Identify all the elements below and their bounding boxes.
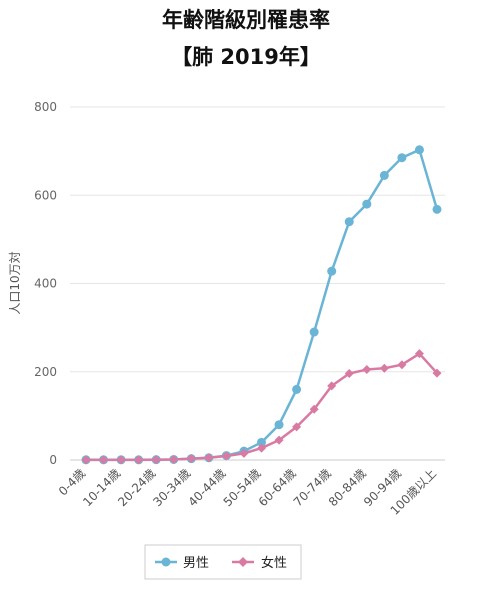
y-axis-label: 人口10万対 bbox=[8, 251, 22, 314]
y-axis-tick-labels: 0 200 400 600 800 bbox=[34, 100, 57, 467]
data-point[interactable] bbox=[344, 217, 354, 227]
y-tick-label: 600 bbox=[34, 188, 57, 202]
data-point[interactable] bbox=[432, 368, 442, 378]
x-tick-label: 60-64歳 bbox=[256, 466, 299, 509]
data-point[interactable] bbox=[239, 448, 249, 458]
x-tick-label: 40-44歳 bbox=[185, 466, 228, 509]
legend-male-label: 男性 bbox=[183, 556, 209, 571]
gridlines bbox=[70, 106, 445, 461]
data-point[interactable] bbox=[379, 363, 389, 373]
data-point[interactable] bbox=[151, 455, 161, 465]
series-1 bbox=[81, 349, 442, 465]
data-point[interactable] bbox=[257, 437, 266, 447]
legend-female-label: 女性 bbox=[261, 555, 287, 571]
data-point[interactable] bbox=[362, 365, 372, 375]
data-point[interactable] bbox=[221, 451, 231, 461]
data-point[interactable] bbox=[309, 327, 319, 337]
x-axis: 0-4歳10-14歳20-24歳30-34歳40-44歳50-54歳60-64歳… bbox=[56, 466, 439, 518]
data-point[interactable] bbox=[257, 443, 266, 453]
data-point[interactable] bbox=[186, 454, 196, 464]
x-tick-label: 30-34歳 bbox=[150, 466, 193, 509]
x-tick-label: 20-24歳 bbox=[115, 466, 158, 509]
data-point[interactable] bbox=[292, 422, 302, 432]
data-point[interactable] bbox=[292, 384, 302, 394]
y-tick-label: 200 bbox=[34, 365, 57, 379]
data-point[interactable] bbox=[362, 199, 372, 209]
data-point[interactable] bbox=[397, 360, 407, 370]
data-point[interactable] bbox=[169, 454, 179, 464]
data-point[interactable] bbox=[414, 349, 424, 359]
x-tick-label: 50-54歳 bbox=[221, 466, 264, 509]
x-tick-label: 80-84歳 bbox=[326, 466, 369, 509]
data-point[interactable] bbox=[327, 266, 337, 276]
x-tick-label: 10-14歳 bbox=[80, 466, 123, 509]
data-point[interactable] bbox=[344, 369, 354, 379]
x-tick-label: 0-4歳 bbox=[56, 466, 88, 498]
data-point[interactable] bbox=[327, 381, 337, 391]
data-point[interactable] bbox=[309, 404, 319, 414]
data-point[interactable] bbox=[274, 435, 284, 445]
x-tick-label: 70-74歳 bbox=[291, 466, 334, 509]
data-point[interactable] bbox=[134, 455, 144, 465]
data-point[interactable] bbox=[116, 455, 126, 465]
series-0 bbox=[81, 145, 442, 465]
y-tick-label: 400 bbox=[34, 277, 57, 291]
data-point[interactable] bbox=[414, 145, 424, 155]
data-point[interactable] bbox=[274, 420, 284, 430]
data-point[interactable] bbox=[99, 455, 109, 465]
y-tick-label: 0 bbox=[49, 453, 57, 467]
data-point[interactable] bbox=[397, 153, 407, 163]
data-point[interactable] bbox=[204, 453, 214, 463]
data-point[interactable] bbox=[379, 170, 389, 180]
legend: 男性 女性 bbox=[144, 544, 302, 580]
series-layer bbox=[81, 145, 442, 465]
y-tick-label: 800 bbox=[34, 100, 57, 114]
legend-male-marker bbox=[161, 557, 171, 567]
data-point[interactable] bbox=[81, 455, 91, 465]
series-line bbox=[86, 148, 439, 462]
data-point[interactable] bbox=[432, 204, 442, 214]
legend-female-marker bbox=[238, 557, 248, 567]
chart-title-line-1: 年齢階級別罹患率 bbox=[162, 8, 330, 32]
chart-title-line-2: 【肺 2019年】 bbox=[171, 45, 321, 69]
